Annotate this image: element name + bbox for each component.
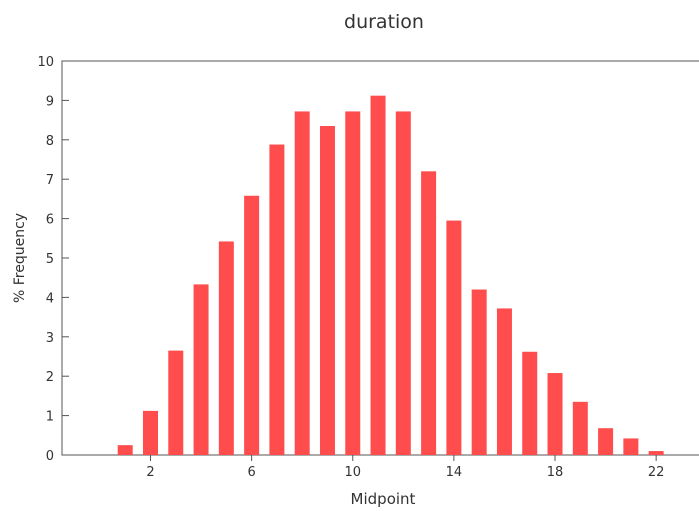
histogram-bar: [345, 111, 361, 455]
histogram-bar: [269, 144, 285, 455]
histogram-bar: [142, 410, 158, 455]
x-tick-label: 2: [146, 465, 154, 480]
histogram-bar: [598, 428, 614, 455]
histogram-bar: [193, 284, 209, 455]
y-tick-label: 9: [46, 94, 54, 109]
histogram-bar: [522, 351, 538, 455]
y-tick-label: 10: [37, 55, 54, 70]
y-axis: 0 1 2 3 4 5 6 7 8 9 10: [37, 55, 69, 464]
histogram-bar: [218, 241, 234, 455]
x-axis-label: Midpoint: [351, 490, 416, 507]
y-tick-label: 2: [46, 370, 54, 385]
y-tick-label: 1: [46, 410, 54, 425]
y-tick-label: 0: [46, 449, 54, 464]
y-tick-label: 5: [46, 252, 54, 267]
histogram-bar: [244, 195, 260, 456]
x-tick-label: 14: [446, 465, 463, 480]
histogram-bar: [370, 95, 386, 455]
y-tick-label: 8: [46, 134, 54, 149]
x-axis: 2 6 10 14 18 22: [146, 455, 664, 480]
y-tick-label: 7: [46, 173, 54, 188]
y-tick-label: 6: [46, 213, 54, 228]
histogram-bar: [395, 111, 411, 455]
y-tick-label: 4: [46, 291, 54, 306]
y-axis-label: % Frequency: [12, 213, 28, 303]
histogram-bar: [648, 451, 664, 455]
x-tick-label: 10: [344, 465, 361, 480]
histogram-bar: [471, 289, 487, 455]
histogram-bar: [547, 373, 563, 455]
histogram-bar: [117, 445, 133, 455]
histogram-bar: [319, 126, 335, 455]
x-tick-label: 18: [547, 465, 564, 480]
histogram-bar: [446, 220, 462, 455]
bars: [117, 95, 664, 456]
y-tick-label: 3: [46, 331, 54, 346]
histogram-bar: [294, 111, 310, 455]
chart-title: duration: [344, 11, 424, 33]
x-tick-label: 22: [648, 465, 665, 480]
histogram-bar: [168, 350, 184, 455]
histogram-bar: [572, 401, 588, 455]
histogram-bar: [623, 438, 639, 455]
histogram-bar: [421, 171, 437, 455]
x-tick-label: 6: [247, 465, 255, 480]
histogram-bar: [496, 308, 512, 455]
